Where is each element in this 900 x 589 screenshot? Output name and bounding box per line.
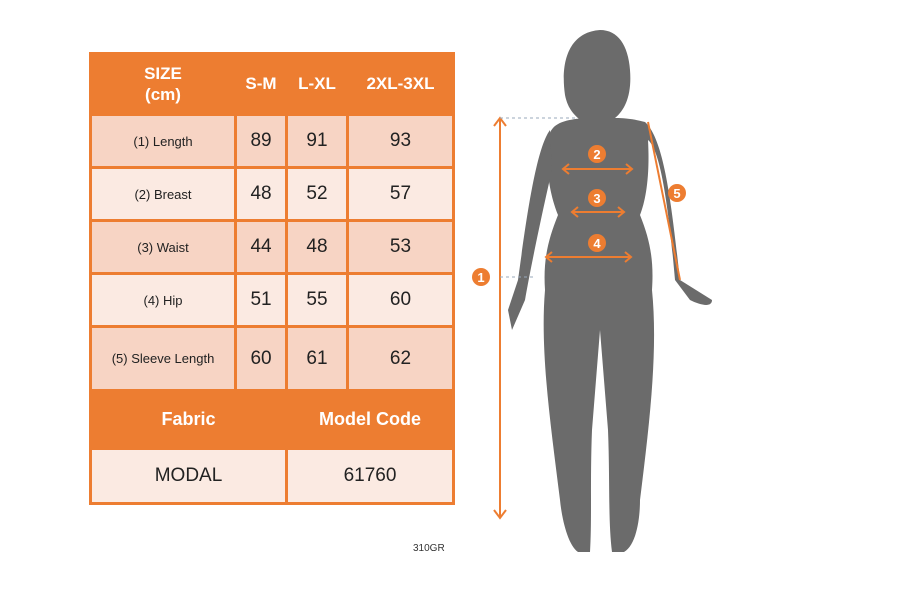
- measurement-markers: 1 2 3 4 5: [472, 145, 686, 286]
- footer-value-row: MODAL 61760: [88, 447, 455, 505]
- cell: 48: [285, 219, 349, 275]
- cell: 52: [285, 166, 349, 222]
- marker-5: 5: [673, 186, 680, 201]
- cell: 91: [285, 113, 349, 169]
- row-label: (1) Length: [89, 113, 237, 169]
- size-s-m: S-M: [233, 52, 289, 116]
- size-header: SIZE (cm): [89, 52, 237, 116]
- cell: 60: [233, 325, 289, 392]
- row-label: (3) Waist: [89, 219, 237, 275]
- table-row: (3) Waist 44 48 53: [89, 219, 456, 275]
- cell: 51: [233, 272, 289, 328]
- row-label: (5) Sleeve Length: [89, 325, 237, 392]
- cell: 61: [285, 325, 349, 392]
- size-2xl-3xl: 2XL-3XL: [345, 52, 456, 116]
- cell: 53: [345, 219, 456, 275]
- product-code: 310GR: [413, 543, 445, 554]
- table-row: (2) Breast 48 52 57: [89, 166, 456, 222]
- cell: 89: [233, 113, 289, 169]
- cell: 93: [345, 113, 456, 169]
- fabric-value: MODAL: [88, 447, 289, 505]
- silhouette: [508, 30, 712, 552]
- size-chart-table: SIZE (cm) S-M L-XL 2XL-3XL (1) Length 89 9…: [88, 52, 456, 505]
- measurement-arrows: [493, 116, 681, 520]
- body-silhouette-figure: 1 2 3 4 5: [472, 30, 712, 552]
- sleeve-arrow: [647, 121, 681, 281]
- table-row: (4) Hip 51 55 60: [89, 272, 456, 328]
- cell: 62: [345, 325, 456, 392]
- fabric-label: Fabric: [88, 389, 289, 450]
- cell: 57: [345, 166, 456, 222]
- cell: 60: [345, 272, 456, 328]
- table-row: (1) Length 89 91 93: [89, 113, 456, 169]
- marker-2: 2: [593, 147, 600, 162]
- footer-header-row: Fabric Model Code: [88, 389, 455, 450]
- cell: 55: [285, 272, 349, 328]
- table-row: (5) Sleeve Length 60 61 62: [89, 325, 456, 392]
- cell: 44: [233, 219, 289, 275]
- size-l-xl: L-XL: [285, 52, 349, 116]
- marker-1: 1: [477, 270, 484, 285]
- marker-4: 4: [593, 236, 601, 251]
- row-label: (4) Hip: [89, 272, 237, 328]
- model-code-value: 61760: [285, 447, 455, 505]
- model-code-label: Model Code: [285, 389, 455, 450]
- cell: 48: [233, 166, 289, 222]
- header-row: SIZE (cm) S-M L-XL 2XL-3XL: [89, 52, 456, 116]
- row-label: (2) Breast: [89, 166, 237, 222]
- marker-3: 3: [593, 191, 600, 206]
